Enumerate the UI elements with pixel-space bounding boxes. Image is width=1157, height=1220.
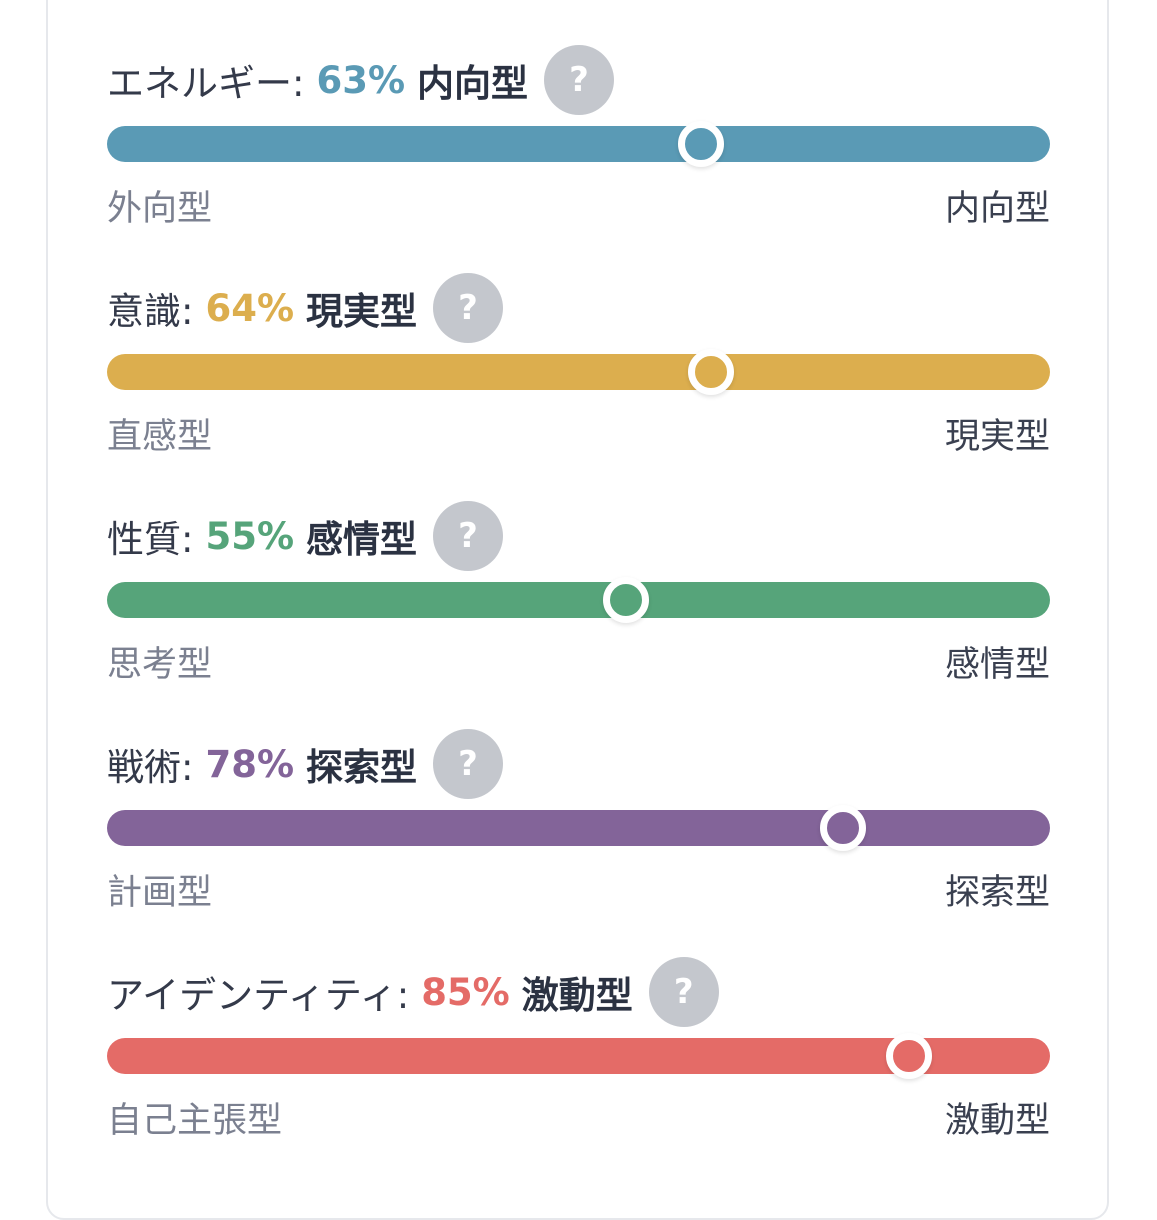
trait-slider-knob[interactable] (687, 349, 734, 395)
trait-percent: 85% (421, 970, 510, 1014)
trait-name: 意識: (107, 290, 194, 333)
trait-slider-knob[interactable] (885, 1033, 932, 1079)
trait-percent: 55% (205, 514, 295, 558)
trait-right-label: 感情型 (944, 645, 1050, 685)
trait-heading: エネルギー: 63% 内向型 ? (107, 40, 615, 120)
trait-name: 戦術: (107, 746, 194, 789)
trait-type: 感情型 (306, 518, 418, 561)
trait-type: 探索型 (306, 746, 418, 789)
trait-slider-track (107, 349, 1050, 395)
trait-heading: 性質: 55% 感情型 ? (107, 496, 504, 576)
trait-slider-track (107, 577, 1050, 623)
trait-tactics: 戦術: 78% 探索型 ? 計画型 探索型 (107, 724, 1050, 924)
trait-slider-knob[interactable] (602, 577, 649, 623)
trait-name: アイデンティティ: (107, 974, 410, 1017)
trait-slider-knob[interactable] (678, 121, 725, 167)
trait-right-label: 激動型 (944, 1101, 1050, 1141)
trait-right-label: 探索型 (944, 873, 1050, 913)
help-icon[interactable]: ? (648, 957, 719, 1027)
help-icon[interactable]: ? (544, 45, 615, 115)
trait-heading: 戦術: 78% 探索型 ? (107, 724, 504, 804)
trait-slider-track (107, 121, 1050, 167)
help-icon[interactable]: ? (433, 273, 504, 343)
trait-percent: 78% (205, 742, 295, 786)
trait-type: 現実型 (306, 290, 418, 333)
trait-left-label: 思考型 (107, 645, 213, 685)
trait-percent: 63% (316, 58, 406, 102)
trait-name: 性質: (107, 518, 194, 561)
trait-slider-track (107, 805, 1050, 851)
trait-left-label: 外向型 (107, 189, 213, 229)
trait-right-label: 内向型 (944, 189, 1050, 229)
trait-nature: 性質: 55% 感情型 ? 思考型 感情型 (107, 496, 1050, 696)
trait-heading: 意識: 64% 現実型 ? (107, 268, 504, 348)
help-icon[interactable]: ? (433, 729, 504, 799)
trait-mind: 意識: 64% 現実型 ? 直感型 現実型 (107, 268, 1050, 468)
trait-left-label: 直感型 (107, 417, 213, 457)
help-icon[interactable]: ? (433, 501, 504, 571)
trait-slider-knob[interactable] (819, 805, 866, 851)
trait-percent: 64% (205, 286, 295, 330)
trait-name: エネルギー: (107, 62, 305, 105)
trait-energy: エネルギー: 63% 内向型 ? 外向型 内向型 (107, 40, 1050, 240)
trait-slider-track (107, 1033, 1050, 1079)
trait-type: 激動型 (521, 974, 633, 1017)
trait-left-label: 計画型 (107, 873, 213, 913)
trait-right-label: 現実型 (944, 417, 1050, 457)
trait-heading: アイデンティティ: 85% 激動型 ? (107, 952, 719, 1032)
trait-identity: アイデンティティ: 85% 激動型 ? 自己主張型 激動型 (107, 952, 1050, 1152)
trait-left-label: 自己主張型 (107, 1101, 283, 1141)
trait-type: 内向型 (417, 62, 529, 105)
